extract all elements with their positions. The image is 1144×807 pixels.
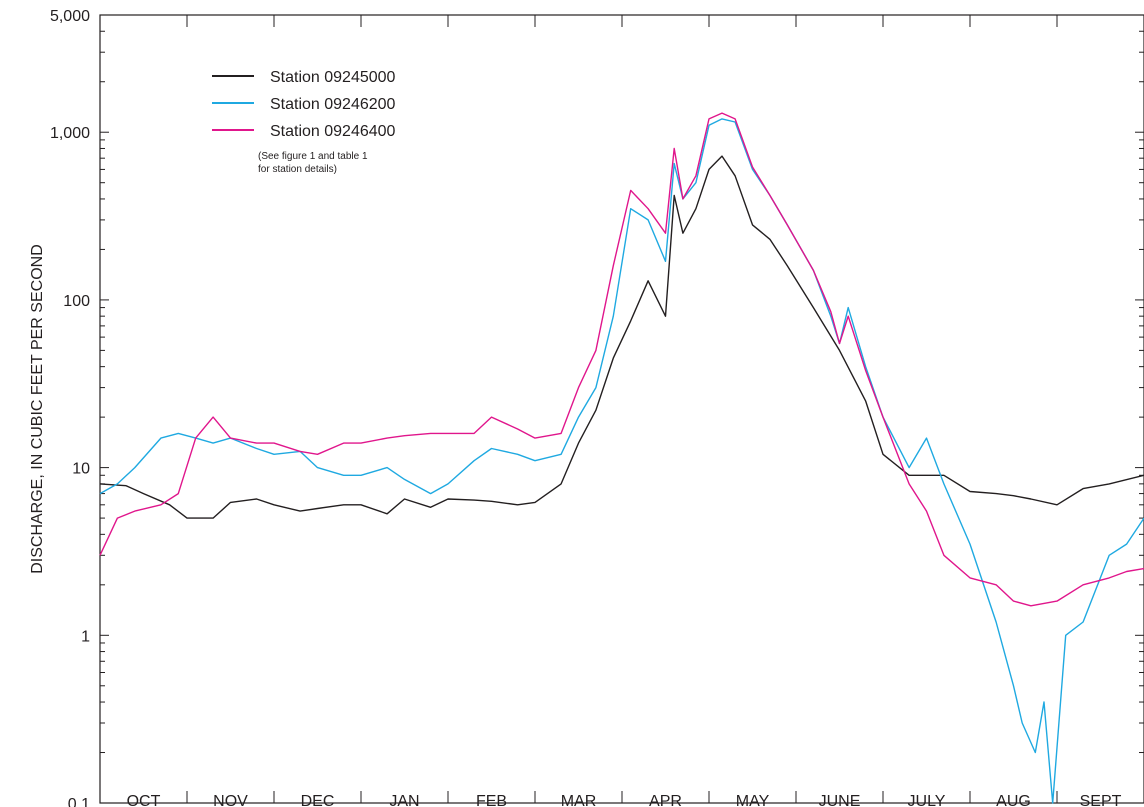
x-tick-label: NOV xyxy=(213,793,248,807)
x-tick-label: JAN xyxy=(389,793,419,807)
x-tick-label: JUNE xyxy=(819,793,861,807)
y-tick-label: 100 xyxy=(63,293,90,310)
x-tick-label: MAY xyxy=(736,793,770,807)
y-tick-label: 1 xyxy=(81,628,90,645)
series-layer xyxy=(99,112,1144,804)
y-tick-label: 0.1 xyxy=(68,796,90,807)
plot-frame xyxy=(99,14,1144,804)
legend: Station 09245000 Station 09246200 Statio… xyxy=(212,69,396,175)
y-tick-label: 10 xyxy=(72,461,90,478)
y-axis-label: DISCHARGE, IN CUBIC FEET PER SECOND xyxy=(29,244,46,574)
x-tick-label: AUG xyxy=(996,793,1031,807)
series-line-station-09245000 xyxy=(99,155,1144,519)
series-line-station-09246200 xyxy=(99,118,1144,804)
x-tick-label: FEB xyxy=(476,793,507,807)
x-tick-label: JULY xyxy=(908,793,946,807)
y-axis-ticks: 5,000 1,000 100 10 1 0.1 xyxy=(50,8,1144,807)
x-tick-label: MAR xyxy=(561,793,597,807)
legend-label-station-09245000: Station 09245000 xyxy=(270,69,396,86)
y-tick-label: 1,000 xyxy=(50,125,90,142)
legend-label-station-09246400: Station 09246400 xyxy=(270,123,396,140)
x-tick-label: APR xyxy=(649,793,682,807)
series-line-station-09246400 xyxy=(99,112,1144,607)
y-tick-label: 5,000 xyxy=(50,8,90,25)
x-tick-label: SEPT xyxy=(1080,793,1122,807)
legend-label-station-09246200: Station 09246200 xyxy=(270,96,396,113)
legend-note-line-2: for station details) xyxy=(258,164,337,175)
x-axis-ticks: OCT NOV DEC JAN FEB MAR APR MAY JUNE JULY AUG SEPT xyxy=(127,15,1122,807)
legend-note-line-1: (See figure 1 and table 1 xyxy=(258,151,368,162)
x-tick-label: OCT xyxy=(127,793,161,807)
x-tick-label: DEC xyxy=(301,793,335,807)
